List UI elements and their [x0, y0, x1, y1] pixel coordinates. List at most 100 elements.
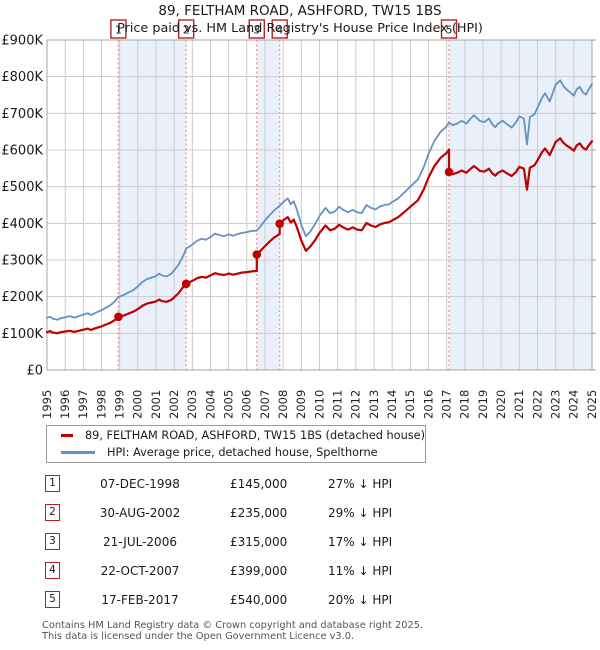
x-axis-label: 2014 — [385, 390, 399, 419]
page-title: 89, FELTHAM ROAD, ASHFORD, TW15 1BS — [158, 3, 442, 19]
sale-marker-number: 5 — [446, 24, 453, 37]
table-row: 2 30-AUG-2002 £235,000 29% ↓ HPI — [45, 498, 585, 527]
x-axis-label: 1996 — [58, 390, 72, 419]
sale-dot — [114, 312, 123, 322]
table-row: 4 22-OCT-2007 £399,000 11% ↓ HPI — [45, 556, 585, 585]
y-axis-label: £300K — [1, 254, 43, 269]
x-axis-label: 2005 — [222, 390, 236, 419]
x-axis-label: 2015 — [403, 390, 417, 419]
y-axis-label: £800K — [1, 70, 43, 85]
x-grid-and-labels: 1995 1996 1997 1998 1999 2000 2001 2002 2003 2004… — [40, 40, 599, 419]
sale-number-badge: 5 — [45, 591, 60, 608]
x-axis-label: 2024 — [567, 390, 581, 419]
ownership-period-band — [256, 40, 280, 370]
sale-date: 21-JUL-2006 — [103, 534, 177, 549]
x-axis-label: 2021 — [512, 390, 526, 419]
x-axis-label: 2025 — [585, 390, 599, 419]
sale-marker-number: 2 — [183, 24, 190, 37]
x-axis-label: 2006 — [240, 390, 254, 419]
x-axis-label: 1998 — [94, 390, 108, 419]
sale-vs-hpi: 29% ↓ HPI — [328, 505, 393, 520]
sale-marker-number: 3 — [253, 24, 260, 37]
price-history-chart: £0 £100K £200K £300K £400K £500K £600K £700K £80… — [1, 19, 599, 419]
sale-number-badge: 2 — [45, 504, 60, 521]
x-axis-label: 2013 — [367, 390, 381, 419]
legend-entry-hpi: HPI: Average price, detached house, Spel… — [47, 445, 425, 460]
sale-number-badge: 1 — [45, 475, 60, 492]
y-axis-label: £100K — [1, 327, 43, 342]
price-paid-line-swatch — [61, 434, 73, 437]
legend-entry-price-paid: 89, FELTHAM ROAD, ASHFORD, TW15 1BS (det… — [47, 428, 425, 443]
x-axis-label: 2000 — [131, 390, 145, 419]
price_paid-line — [45, 137, 594, 335]
sale-marker-number: 4 — [276, 24, 283, 37]
hpi-line-swatch — [61, 451, 95, 454]
sale-marker-number: 1 — [115, 24, 122, 37]
y-axis-label: £700K — [1, 107, 43, 122]
x-axis-label: 2022 — [530, 390, 544, 419]
sale-price: £399,000 — [230, 563, 288, 578]
sale-marker-box — [248, 19, 266, 39]
x-axis-label: 2002 — [167, 390, 181, 419]
y-axis-label: £400K — [1, 217, 43, 232]
y-axis-label: £200K — [1, 290, 43, 305]
sale-date: 22-OCT-2007 — [100, 563, 180, 578]
x-axis-label: 2018 — [458, 390, 472, 419]
x-axis-label: 2017 — [440, 390, 454, 419]
x-axis-label: 2016 — [421, 390, 435, 419]
x-axis-label: 2007 — [258, 390, 272, 419]
sale-number-badge: 3 — [45, 533, 60, 550]
x-axis-label: 2004 — [203, 390, 217, 419]
sales-table: 1 07-DEC-1998 £145,000 27% ↓ HPI 2 30-AU… — [45, 469, 585, 614]
x-axis-label: 2008 — [276, 390, 290, 419]
y-axis-label: £500K — [1, 180, 43, 195]
sale-number-badge: 4 — [45, 562, 60, 579]
x-axis-label: 2019 — [476, 390, 490, 419]
x-axis-label: 2012 — [349, 390, 363, 419]
x-axis-label: 2010 — [312, 390, 326, 419]
x-axis-label: 2011 — [331, 390, 345, 419]
sale-marker-box — [440, 19, 458, 39]
footer-line-1: Contains HM Land Registry data © Crown c… — [42, 620, 424, 631]
sale-price: £540,000 — [230, 592, 288, 607]
sale-price: £235,000 — [230, 505, 288, 520]
x-axis-label: 2023 — [549, 390, 563, 419]
sale-dot — [275, 219, 285, 228]
x-axis-label: 2009 — [294, 390, 308, 419]
ownership-period-band — [449, 40, 592, 370]
sale-vs-hpi: 20% ↓ HPI — [328, 592, 393, 607]
sale-date: 17-FEB-2017 — [101, 592, 179, 607]
sale-dot — [252, 250, 262, 259]
sale-vs-hpi: 27% ↓ HPI — [328, 476, 393, 491]
sale-price: £315,000 — [230, 534, 288, 549]
x-axis-label: 2003 — [185, 390, 199, 419]
footer-line-2: This data is licensed under the Open Gov… — [42, 631, 355, 642]
table-row: 5 17-FEB-2017 £540,000 20% ↓ HPI — [45, 585, 585, 614]
x-axis-label: 2001 — [149, 390, 163, 419]
sale-marker-box — [110, 19, 127, 39]
x-axis-label: 2020 — [494, 390, 508, 419]
sale-vs-hpi: 11% ↓ HPI — [328, 563, 393, 578]
sale-date: 30-AUG-2002 — [99, 505, 181, 520]
sale-dot — [444, 167, 454, 177]
sale-dot — [181, 279, 191, 289]
sale-date: 07-DEC-1998 — [100, 476, 180, 491]
sale-marker-box — [177, 19, 195, 39]
y-axis-label: £0 — [26, 364, 43, 379]
sale-marker-box — [271, 19, 288, 39]
x-axis-label: 1999 — [113, 390, 127, 419]
page-subtitle: Price paid vs. HM Land Registry's House … — [117, 21, 483, 36]
chart-legend: 89, FELTHAM ROAD, ASHFORD, TW15 1BS (det… — [46, 425, 426, 463]
y-axis-label: £600K — [1, 144, 43, 159]
sale-vs-hpi: 17% ↓ HPI — [328, 534, 393, 549]
x-axis-label: 1995 — [40, 390, 54, 419]
x-axis-label: 1997 — [76, 390, 90, 419]
sale-price: £145,000 — [230, 476, 288, 491]
plot-frame — [46, 39, 593, 371]
legend-label-hpi: HPI: Average price, detached house, Spel… — [107, 446, 378, 459]
license-footer: Contains HM Land Registry data © Crown c… — [42, 620, 423, 642]
hpi-line — [46, 79, 593, 321]
legend-label-price-paid: 89, FELTHAM ROAD, ASHFORD, TW15 1BS (det… — [84, 429, 425, 442]
y-axis-label: £900K — [1, 34, 43, 49]
